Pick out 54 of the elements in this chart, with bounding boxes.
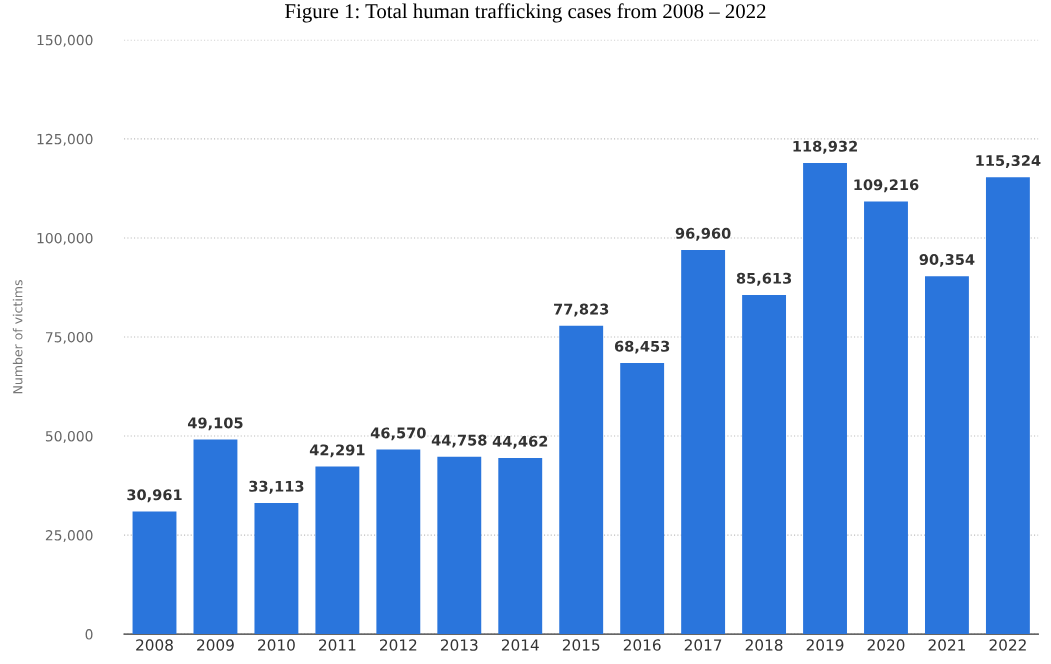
bar bbox=[193, 439, 238, 635]
x-tick-label: 2022 bbox=[989, 639, 1026, 651]
bar bbox=[315, 466, 360, 635]
bar bbox=[742, 294, 787, 635]
data-label: 118,932 bbox=[793, 140, 857, 154]
data-label: 85,613 bbox=[736, 272, 792, 286]
x-tick-label: 2018 bbox=[745, 639, 783, 651]
data-label: 109,216 bbox=[854, 179, 919, 193]
x-tick-label: 2008 bbox=[136, 639, 173, 651]
data-label: 42,291 bbox=[309, 444, 365, 458]
y-tick-label: 100,000 bbox=[37, 232, 93, 245]
data-label: 77,823 bbox=[554, 303, 609, 317]
y-tick-label: 75,000 bbox=[46, 331, 93, 344]
x-tick-label: 2016 bbox=[623, 639, 661, 651]
bar bbox=[376, 449, 421, 635]
y-tick-label: 150,000 bbox=[37, 34, 93, 47]
bar bbox=[925, 276, 969, 635]
x-tick-label: 2014 bbox=[501, 639, 539, 651]
x-tick-label: 2011 bbox=[319, 639, 356, 651]
x-tick-label: 2021 bbox=[928, 639, 965, 651]
bar bbox=[864, 201, 908, 635]
bar bbox=[437, 456, 482, 635]
y-tick-label: 50,000 bbox=[45, 431, 93, 443]
bar bbox=[132, 511, 177, 635]
y-axis-title: Number of victims bbox=[12, 280, 23, 394]
x-tick-label: 2012 bbox=[380, 639, 417, 651]
data-label: 96,960 bbox=[675, 227, 731, 241]
x-tick-label: 2009 bbox=[197, 639, 234, 651]
bar bbox=[559, 325, 604, 635]
data-label: 44,462 bbox=[492, 435, 548, 449]
bar bbox=[985, 177, 1030, 635]
x-tick-label: 2020 bbox=[867, 639, 905, 651]
data-label: 44,758 bbox=[431, 434, 487, 448]
data-label: 115,324 bbox=[976, 155, 1041, 168]
x-tick-label: 2010 bbox=[258, 639, 295, 651]
chart-title: Figure 1: Total human trafficking cases from 2008 – 2022 bbox=[285, 3, 766, 23]
x-tick-label: 2013 bbox=[440, 639, 478, 651]
data-label: 46,570 bbox=[370, 427, 426, 441]
bar bbox=[254, 502, 299, 635]
data-label: 30,961 bbox=[127, 489, 182, 503]
data-label: 90,354 bbox=[919, 253, 975, 267]
data-label: 68,453 bbox=[614, 340, 670, 354]
data-label: 33,113 bbox=[249, 480, 304, 494]
bar bbox=[620, 362, 665, 635]
bar bbox=[498, 457, 543, 635]
x-tick-label: 2019 bbox=[806, 639, 844, 651]
bar bbox=[803, 162, 847, 635]
y-tick-label: 25,000 bbox=[45, 530, 93, 542]
y-tick-label: 125,000 bbox=[37, 133, 93, 146]
y-tick-label: 0 bbox=[85, 629, 93, 640]
x-tick-label: 2017 bbox=[684, 639, 722, 651]
data-label: 49,105 bbox=[187, 417, 243, 431]
bar bbox=[681, 249, 726, 635]
x-tick-label: 2015 bbox=[562, 639, 600, 651]
